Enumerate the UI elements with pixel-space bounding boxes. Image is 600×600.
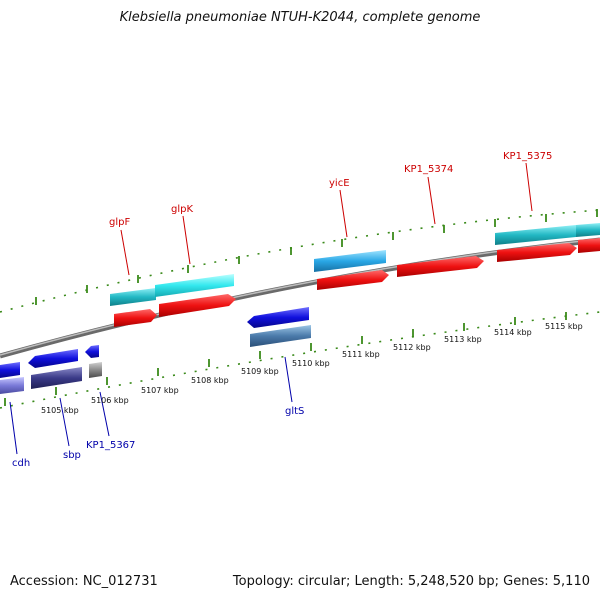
kbp-label: 5110 kbp [292,359,330,368]
cds-glpF [114,309,157,327]
gene-glpK [155,274,234,297]
cds-KP1_5367 [85,345,99,358]
cds-KP1_5374 [397,256,484,277]
kbp-label: 5115 kbp [545,322,583,331]
label-gltS: gltS [285,406,304,417]
kbp-label: 5113 kbp [444,335,482,344]
cds-glpK [159,294,236,317]
cds-KP1_5375 [497,243,577,262]
label-glpF: glpF [109,217,130,228]
label-KP1_5375: KP1_5375 [503,151,552,162]
label-KP1_5374: KP1_5374 [404,164,453,175]
kbp-label: 5106 kbp [91,396,129,405]
gene-yicE [314,250,386,272]
reverse-major-ticks [4,312,567,406]
cds-cdh [0,362,20,378]
cds-next [578,238,600,253]
kbp-label: 5105 kbp [41,406,79,415]
cds-gltS [247,307,309,328]
kbp-label: 5114 kbp [494,328,532,337]
forward-leader-lines [120,162,533,276]
kbp-label: 5111 kbp [342,350,380,359]
label-glpK: glpK [171,204,193,215]
topology-text: Topology: circular; Length: 5,248,520 bp… [232,574,590,589]
kbp-label: 5109 kbp [241,367,279,376]
accession-text: Accession: NC_012731 [10,574,158,589]
label-cdh: cdh [12,458,30,469]
label-yicE: yicE [329,178,350,189]
map-title: Klebsiella pneumoniae NTUH-K2044, comple… [119,10,481,25]
gene-next [576,223,600,237]
kbp-label: 5108 kbp [191,376,229,385]
gene-sbp [31,367,82,389]
forward-major-ticks [35,209,598,305]
gene-KP1_5367 [89,362,102,378]
forward-tick-track [0,209,600,313]
kbp-label: 5107 kbp [141,386,179,395]
cds-sbp [28,349,78,368]
label-sbp: sbp [63,450,81,461]
kbp-label: 5112 kbp [393,343,431,352]
gene-gltS [250,325,311,347]
cds-yicE [317,270,389,290]
label-KP1_5367: KP1_5367 [86,440,135,451]
reverse-leader-lines [9,356,293,455]
gene-cdh [0,377,24,394]
gene-glpF [110,288,156,306]
gene-KP1_5375 [495,225,576,245]
